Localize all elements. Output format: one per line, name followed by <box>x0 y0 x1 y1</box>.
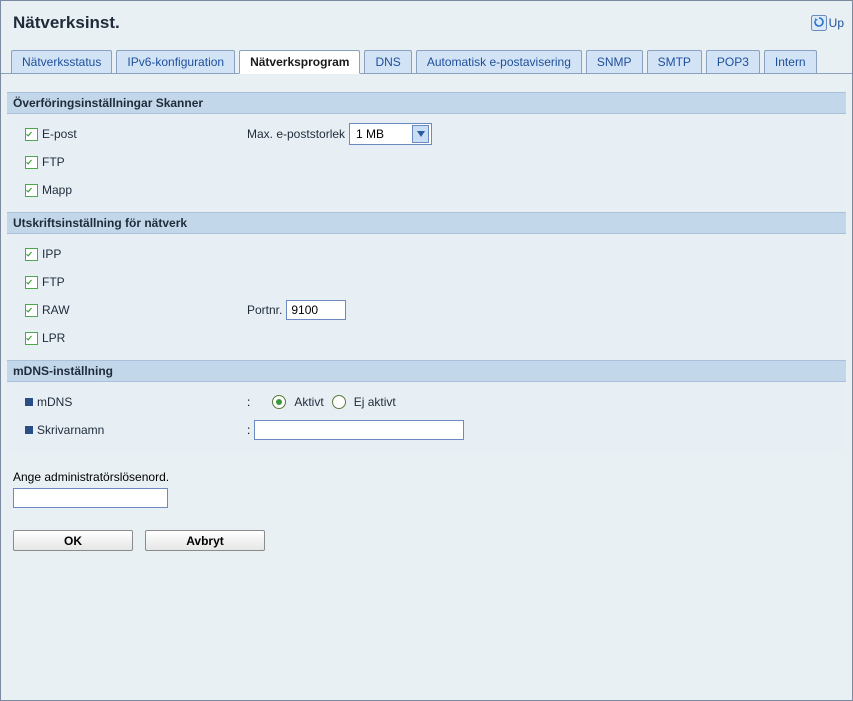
section-header-print: Utskriftsinställning för nätverk <box>7 212 846 234</box>
checkbox-lpr[interactable] <box>25 332 38 345</box>
label-ftp-scanner: FTP <box>42 155 65 169</box>
checkbox-epost[interactable] <box>25 128 38 141</box>
bullet-icon <box>25 398 33 406</box>
row-ftp-print: FTP <box>7 268 846 296</box>
label-mdns-inactive: Ej aktivt <box>354 395 396 409</box>
select-max-size-value: 1 MB <box>356 127 384 141</box>
radio-mdns-active[interactable] <box>272 395 286 409</box>
tab-ipv6-konfiguration[interactable]: IPv6-konfiguration <box>116 50 235 73</box>
row-printer-name: Skrivarnamn : <box>7 416 846 444</box>
select-max-size[interactable]: 1 MB <box>349 123 432 145</box>
cancel-button[interactable]: Avbryt <box>145 530 265 551</box>
label-printer-name: Skrivarnamn <box>37 423 104 437</box>
label-mdns-active: Aktivt <box>294 395 323 409</box>
section-header-scanner: Överföringsinställningar Skanner <box>7 92 846 114</box>
refresh-button[interactable]: Up <box>811 15 844 31</box>
colon: : <box>247 423 250 437</box>
checkbox-raw[interactable] <box>25 304 38 317</box>
tab-snmp[interactable]: SNMP <box>586 50 643 73</box>
label-lpr: LPR <box>42 331 65 345</box>
refresh-label: Up <box>829 16 844 30</box>
checkbox-ipp[interactable] <box>25 248 38 261</box>
input-portnr[interactable] <box>286 300 346 320</box>
refresh-icon <box>811 15 827 31</box>
label-epost: E-post <box>42 127 77 141</box>
tab-automatisk-epostavisering[interactable]: Automatisk e-postavisering <box>416 50 582 73</box>
colon: : <box>247 395 250 409</box>
row-ftp-scanner: FTP <box>7 148 846 176</box>
ok-button[interactable]: OK <box>13 530 133 551</box>
row-lpr: LPR <box>7 324 846 352</box>
checkbox-mapp[interactable] <box>25 184 38 197</box>
label-max-size: Max. e-poststorlek <box>247 127 345 141</box>
tab-natverksstatus[interactable]: Nätverksstatus <box>11 50 112 73</box>
label-admin-password: Ange administratörslösenord. <box>13 470 846 484</box>
tab-strip: Nätverksstatus IPv6-konfiguration Nätver… <box>1 45 852 74</box>
content-area: Överföringsinställningar Skanner E-post … <box>7 92 846 551</box>
row-raw: RAW Portnr. <box>7 296 846 324</box>
page-title: Nätverksinst. <box>13 13 811 33</box>
row-mapp: Mapp <box>7 176 846 204</box>
bottom-area: Ange administratörslösenord. OK Avbryt <box>13 470 846 551</box>
header-bar: Nätverksinst. Up <box>1 1 852 45</box>
chevron-down-icon <box>412 125 429 143</box>
bullet-icon <box>25 426 33 434</box>
row-ipp: IPP <box>7 240 846 268</box>
checkbox-ftp-print[interactable] <box>25 276 38 289</box>
tab-smtp[interactable]: SMTP <box>647 50 702 73</box>
label-raw: RAW <box>42 303 70 317</box>
label-portnr: Portnr. <box>247 303 282 317</box>
input-printer-name[interactable] <box>254 420 464 440</box>
label-mdns: mDNS <box>37 395 72 409</box>
section-body-print: IPP FTP RAW Port <box>7 234 846 360</box>
section-body-mdns: mDNS : Aktivt Ej aktivt Skrivarnamn : <box>7 382 846 452</box>
window-frame: Nätverksinst. Up Nätverksstatus IPv6-kon… <box>0 0 853 701</box>
radio-mdns-inactive[interactable] <box>332 395 346 409</box>
label-mapp: Mapp <box>42 183 72 197</box>
label-ftp-print: FTP <box>42 275 65 289</box>
checkbox-ftp-scanner[interactable] <box>25 156 38 169</box>
tab-natverksprogram[interactable]: Nätverksprogram <box>239 50 360 74</box>
label-ipp: IPP <box>42 247 61 261</box>
section-body-scanner: E-post Max. e-poststorlek 1 MB <box>7 114 846 212</box>
row-epost: E-post Max. e-poststorlek 1 MB <box>7 120 846 148</box>
tab-dns[interactable]: DNS <box>364 50 411 73</box>
tab-pop3[interactable]: POP3 <box>706 50 760 73</box>
section-header-mdns: mDNS-inställning <box>7 360 846 382</box>
input-admin-password[interactable] <box>13 488 168 508</box>
row-mdns: mDNS : Aktivt Ej aktivt <box>7 388 846 416</box>
tab-internet[interactable]: Intern <box>764 50 817 73</box>
